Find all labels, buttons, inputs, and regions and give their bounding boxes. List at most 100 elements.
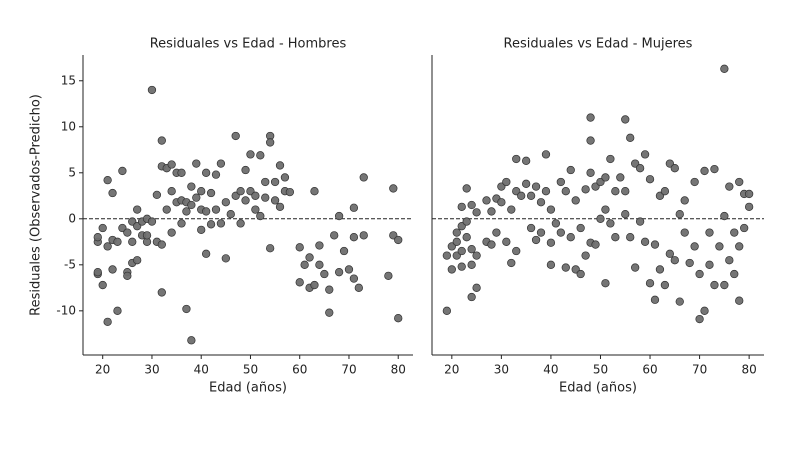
point [695,269,704,279]
x-tick-label: 60 [642,363,657,377]
point [546,260,556,269]
point [98,223,107,233]
x-tick-label: 80 [741,363,756,377]
point [442,306,452,315]
point [740,223,749,233]
point [447,265,456,274]
point [192,193,201,202]
point [147,217,157,226]
point [236,219,245,228]
point [197,187,206,196]
point [581,185,590,194]
point [586,168,595,177]
point [275,202,285,211]
x-tick-label: 20 [444,363,459,377]
point [507,205,516,214]
point [226,210,235,219]
point [561,187,570,196]
point [536,228,546,237]
point [606,219,615,228]
point [561,263,570,272]
point [502,177,511,187]
x-tick-label: 30 [144,363,159,377]
point [152,190,162,200]
point [735,177,744,187]
point [640,150,650,159]
point [551,219,561,228]
point [462,217,471,226]
point [645,175,655,184]
x-tick-label: 40 [543,363,558,377]
point [349,203,359,212]
chart-title: Residuales vs Edad - Hombres [150,37,347,52]
point [330,231,339,240]
point [521,156,531,165]
point [621,115,630,124]
point [211,170,221,179]
point [744,189,754,199]
point [98,280,107,290]
point [344,265,354,274]
point [487,207,496,216]
point [487,240,496,249]
point [133,205,142,214]
point [157,288,166,297]
point [266,138,275,147]
point [113,306,122,315]
point [266,244,275,253]
point [280,173,290,182]
point [660,280,670,290]
point [93,233,102,242]
point [241,196,250,205]
point [457,262,466,271]
y-tick-label: 5 [68,165,76,179]
point [256,211,265,221]
point [730,228,739,237]
point [201,207,211,216]
point [700,166,709,176]
point [635,217,645,226]
point [162,205,171,214]
point [147,85,157,95]
x-tick-label: 60 [292,363,307,377]
point [325,285,334,294]
point [576,223,585,233]
point [310,280,319,290]
point [182,207,191,216]
point [541,150,551,159]
point [546,205,556,214]
point [715,242,724,251]
point [730,269,739,279]
point [720,280,729,290]
point [502,237,511,246]
point [133,256,142,265]
point [108,188,117,198]
y-tick-label: -10 [56,303,76,317]
point [690,242,699,251]
x-tick-label: 80 [391,363,406,377]
point [472,283,481,292]
point [295,243,304,252]
point [507,258,516,268]
point [118,166,127,176]
x-tick-label: 50 [243,363,258,377]
point [675,297,684,306]
x-tick-label: 50 [593,363,608,377]
point [128,237,137,246]
point [566,165,575,175]
point [601,173,610,182]
x-tick-label: 30 [494,363,509,377]
point [685,258,694,268]
point [467,292,476,302]
point [221,198,230,207]
point [93,268,102,277]
point [531,235,541,245]
point [645,279,655,288]
point [201,249,211,258]
point [472,208,481,217]
point [221,254,230,263]
point [113,237,122,246]
point [187,200,196,210]
point [315,260,324,269]
point [621,187,630,196]
